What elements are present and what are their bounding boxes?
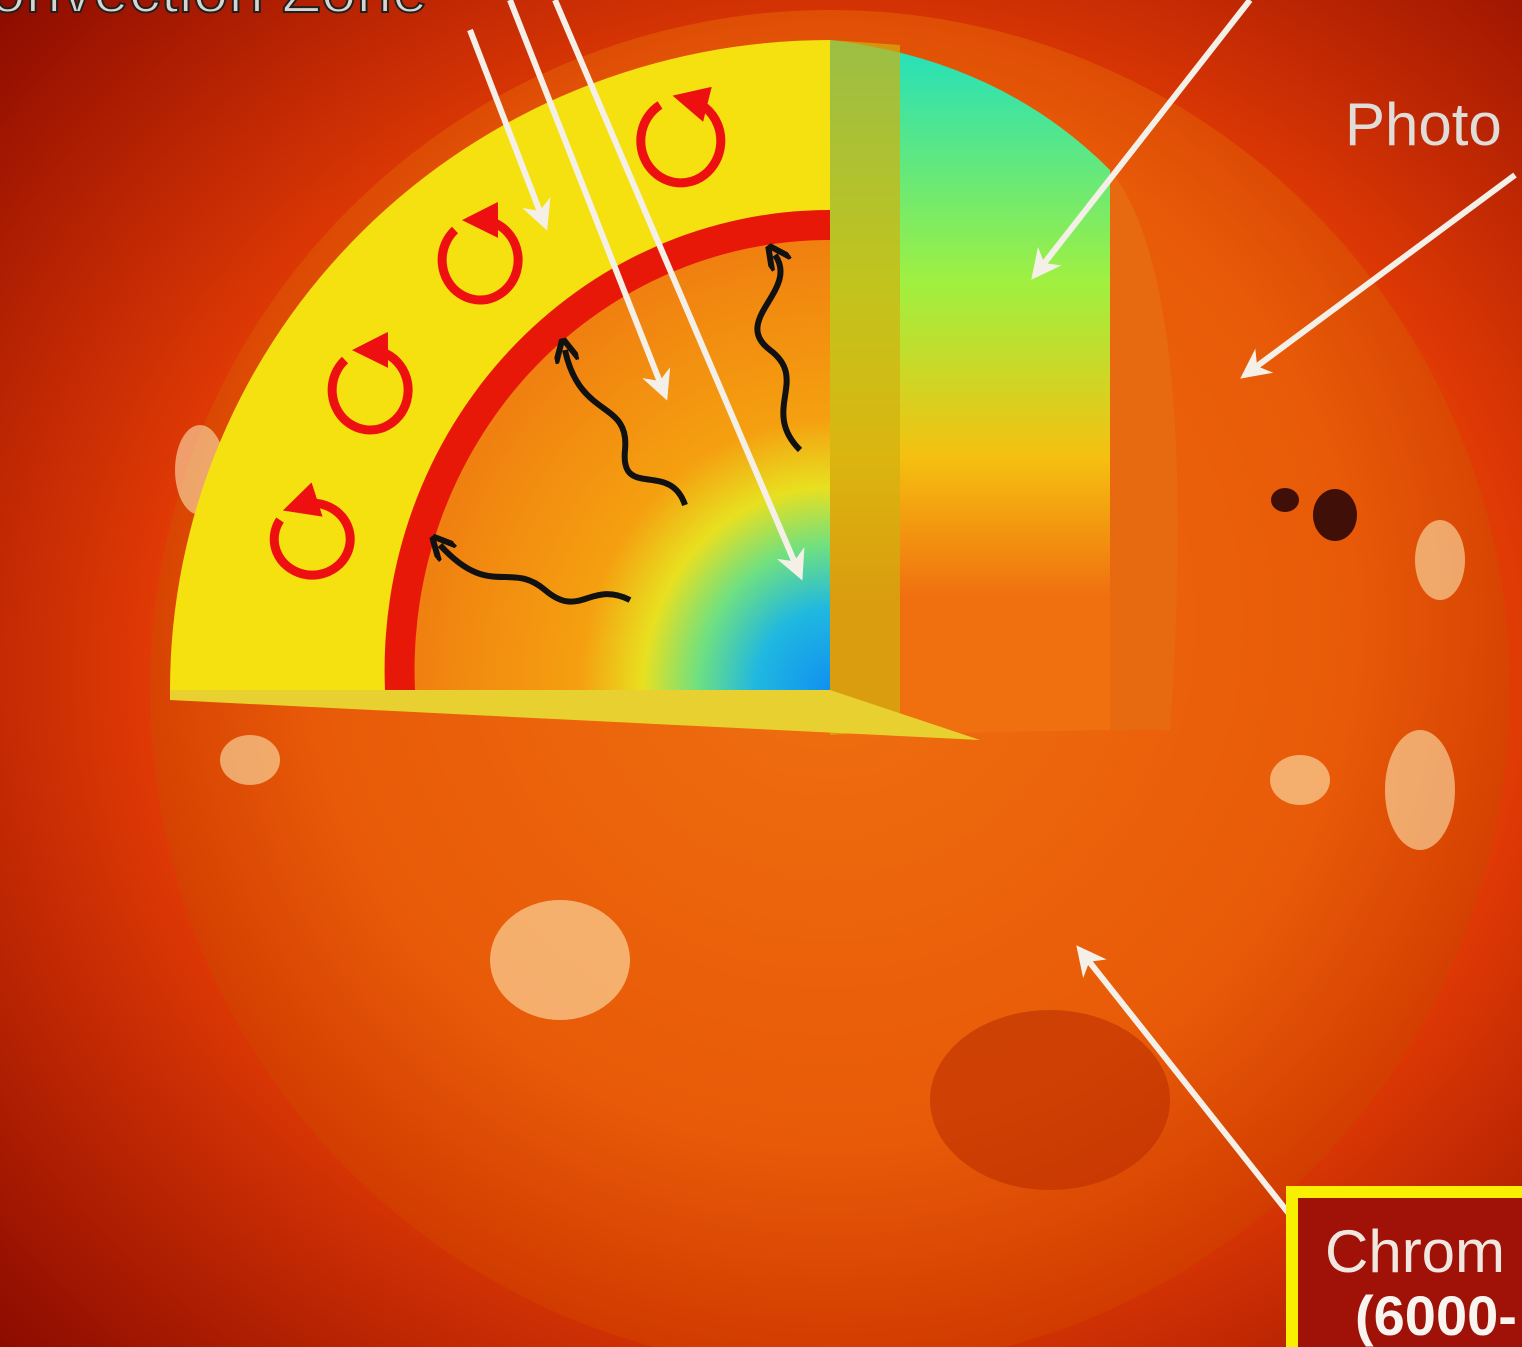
surface-bright-spots [175, 425, 1465, 1190]
convection-loops [269, 86, 726, 580]
label-text: onvection Zone [0, 0, 428, 26]
sunspots [1271, 488, 1357, 541]
pointer-arrows [467, 0, 1517, 1217]
label-text: (6000- [1355, 1284, 1517, 1347]
label-box [1286, 1186, 1522, 1347]
cut-face-edge [830, 40, 900, 735]
label-text: Photo [1345, 91, 1502, 158]
label-text: Chrom [1325, 1218, 1505, 1285]
equator-edge [170, 690, 980, 740]
radiation-arrows [440, 255, 803, 605]
photosphere-slice [1110, 170, 1178, 730]
